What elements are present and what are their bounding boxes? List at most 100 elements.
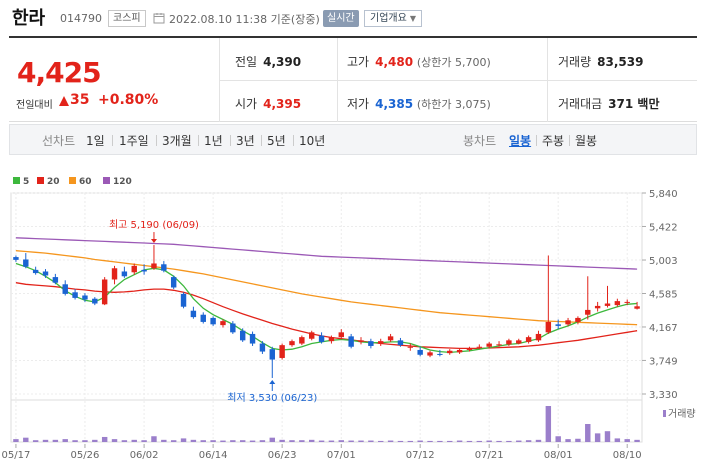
candle-body: [417, 349, 423, 355]
legend-swatch: [69, 177, 76, 184]
volume-stat: 거래량 83,539: [558, 53, 643, 70]
y-tick-label: 5,422: [649, 222, 678, 233]
low-value: 4,385: [375, 97, 414, 111]
volume-bar: [348, 440, 354, 442]
candle-body: [161, 264, 167, 271]
volume-legend-label: 거래량: [668, 408, 696, 420]
volume-bar: [525, 440, 532, 442]
prev-close-value: 4,390: [263, 55, 302, 69]
price-panel: 4,425 전일대비 35 +0.80% 전일 4,390 고가 4,480 (상한…: [9, 36, 697, 122]
amount-value: 371 백만: [608, 97, 660, 111]
candle-body: [318, 335, 325, 342]
legend-ma20[interactable]: 20: [37, 177, 60, 187]
candle-chart-label[interactable]: 봉차트: [463, 134, 497, 148]
volume-bar: [555, 436, 561, 442]
candle-body: [13, 257, 19, 260]
volume-bar: [269, 437, 275, 442]
volume-bar: [427, 440, 433, 442]
period-3m[interactable]: 3개월: [162, 134, 192, 148]
x-tick-label: 05/26: [71, 450, 100, 461]
volume-bar: [141, 440, 147, 442]
candle-body: [585, 309, 591, 315]
period-3y[interactable]: 3년: [236, 134, 255, 148]
candle-body: [269, 349, 275, 360]
high-label: 고가: [347, 55, 370, 69]
volume-bar: [279, 439, 285, 442]
period-5y[interactable]: 5년: [267, 134, 286, 148]
candle-body: [516, 340, 522, 344]
change-percent: +0.80%: [98, 92, 159, 108]
candle-body: [141, 269, 147, 272]
volume-bar: [180, 438, 187, 442]
candle-body: [111, 268, 118, 280]
volume-legend-swatch: [663, 410, 666, 417]
ma20-line: [15, 282, 638, 350]
candle-body: [555, 324, 561, 326]
y-tick-label: 3,749: [649, 356, 678, 367]
volume-bar: [23, 437, 29, 442]
legend-ma60[interactable]: 60: [69, 177, 92, 187]
volume-bar: [368, 440, 374, 442]
candlestick-chart[interactable]: 5,840 5,422 5,003 4,585 4,167 3,749 3,330 05/17…: [0, 185, 706, 467]
volume-bar: [397, 440, 404, 442]
period-1y[interactable]: 1년: [204, 134, 223, 148]
volume-bar: [486, 440, 492, 442]
volume-bar: [387, 440, 394, 442]
volume-bar: [476, 440, 483, 442]
amount-stat: 거래대금 371 백만: [558, 95, 659, 112]
volume-bar: [318, 440, 325, 442]
volume-bar: [239, 440, 246, 442]
volume-bar: [13, 439, 19, 442]
ma120-line: [15, 237, 638, 270]
legend-ma120[interactable]: 120: [103, 177, 132, 187]
volume-bar: [456, 440, 463, 442]
calendar-icon: [153, 13, 165, 24]
candle-body: [575, 317, 581, 322]
candle-weekly[interactable]: 주봉: [542, 134, 565, 148]
candle-monthly[interactable]: 월봉: [575, 134, 598, 148]
current-price: 4,425: [17, 56, 102, 89]
x-tick-label: 08/10: [613, 450, 642, 461]
volume-bar: [466, 440, 473, 442]
y-tick-label: 4,585: [649, 290, 678, 301]
prev-close: 전일 4,390: [235, 53, 301, 70]
low-arrow-head: [269, 379, 276, 384]
candle-body: [328, 337, 335, 342]
triangle-up-icon: [59, 96, 69, 106]
high-annotation: 최고 5,190 (06/09): [109, 219, 199, 231]
candle-body: [604, 303, 611, 306]
y-tick-label: 5,003: [649, 256, 678, 267]
candle-daily[interactable]: 일봉: [509, 134, 532, 148]
x-tick-label: 06/23: [268, 450, 297, 461]
volume-bar: [42, 439, 49, 442]
legend-swatch: [37, 177, 44, 184]
volume-bar: [378, 440, 384, 442]
candle-body: [299, 337, 305, 344]
open-value: 4,395: [263, 97, 302, 111]
volume-bar: [299, 440, 305, 442]
period-10y[interactable]: 10년: [299, 134, 326, 148]
volume-bar: [200, 440, 206, 442]
volume-bar: [82, 440, 88, 442]
period-1d[interactable]: 1일: [86, 134, 105, 148]
candle-body: [289, 341, 295, 346]
candle-body: [338, 332, 345, 338]
candle-body: [101, 279, 108, 305]
volume-bar: [496, 440, 502, 442]
legend-ma5[interactable]: 5: [13, 177, 29, 187]
volume-bar: [131, 439, 137, 442]
line-chart-label[interactable]: 선차트: [42, 134, 76, 148]
realtime-button[interactable]: 실시간: [323, 10, 359, 27]
high-price: 고가 4,480 (상한가 5,700): [347, 53, 491, 70]
company-overview-dropdown[interactable]: 기업개요 ▼: [364, 10, 422, 27]
candle-body: [466, 348, 473, 350]
period-1w[interactable]: 1주일: [119, 134, 149, 148]
candle-body: [32, 269, 39, 274]
low-price: 저가 4,385 (하한가 3,075): [347, 95, 491, 112]
volume-bar: [506, 440, 512, 442]
candle-body: [180, 293, 187, 307]
candle-body: [624, 301, 630, 303]
volume-bar: [52, 439, 59, 442]
stock-header: 한라 014790 코스피 2022.08.10 11:38 기준(장중) 실시…: [0, 0, 706, 36]
separator: [198, 135, 199, 146]
